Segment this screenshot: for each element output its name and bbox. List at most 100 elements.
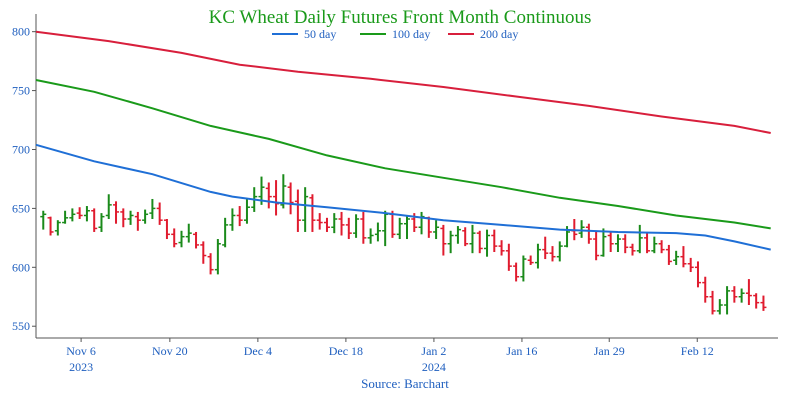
ohlc-bar <box>236 206 243 227</box>
ohlc-bar <box>658 240 665 254</box>
ohlc-bar <box>600 228 607 257</box>
ohlc-bar <box>156 202 163 225</box>
ohlc-bar <box>724 286 731 315</box>
ohlc-bar <box>127 210 134 225</box>
x-tick-year-label: 2023 <box>69 360 93 374</box>
ohlc-bar <box>491 229 498 252</box>
ohlc-bar <box>47 216 54 236</box>
ohlc-bar <box>702 276 709 303</box>
ohlc-bar <box>760 295 767 311</box>
ohlc-bar <box>287 182 294 215</box>
ohlc-bar <box>163 219 170 240</box>
ohlc-bar <box>91 208 98 232</box>
ohlc-bar <box>193 231 200 249</box>
legend-label: 50 day <box>304 27 336 41</box>
ohlc-bar <box>462 227 469 247</box>
ohlc-bar <box>687 257 694 273</box>
ohlc-bar <box>709 290 716 315</box>
y-tick-label: 650 <box>12 201 30 215</box>
ohlc-bar <box>243 198 250 224</box>
ohlc-bar <box>222 217 229 248</box>
ohlc-bar <box>200 241 207 264</box>
ohlc-bar <box>142 209 149 224</box>
ohlc-bar <box>549 246 556 262</box>
ohlc-bar <box>476 230 483 254</box>
ohlc-bar <box>593 231 600 261</box>
ohlc-bar <box>731 286 738 303</box>
ohlc-bar <box>54 220 61 236</box>
ohlc-bar <box>505 243 512 271</box>
y-tick-label: 550 <box>12 319 30 333</box>
ohlc-bar <box>214 239 221 275</box>
ohlc-bar <box>614 234 621 252</box>
ohlc-bar <box>622 234 629 254</box>
ohlc-bar <box>76 207 83 220</box>
ohlc-bar <box>585 223 592 244</box>
legend: 50 day 100 day 200 day <box>272 27 518 41</box>
ohlc-bar <box>323 217 330 232</box>
x-tick-label: Nov 6 <box>66 344 96 358</box>
ohlc-bar <box>360 211 367 244</box>
ohlc-bar <box>469 224 476 254</box>
ohlc-bar <box>447 230 454 254</box>
y-axis: 550 600 650 700 750 800 <box>12 14 37 338</box>
ohlc-bar <box>302 187 309 232</box>
x-tick-label: Jan 16 <box>506 344 537 358</box>
ohlc-bar <box>636 224 643 254</box>
ohlc-bar <box>396 217 403 240</box>
ohlc-bar <box>527 255 534 265</box>
legend-item: 100 day <box>360 27 430 41</box>
ohlc-bar <box>578 220 585 238</box>
ohlc-bar <box>309 194 316 232</box>
y-tick-label: 750 <box>12 84 30 98</box>
ohlc-bar <box>229 208 236 231</box>
x-axis: Nov 6 2023 Nov 20 Dec 4 Dec 18 Jan 2 2024 Jan 1… <box>36 337 778 374</box>
ohlc-bar <box>440 224 447 256</box>
ohlc-bar <box>345 217 352 240</box>
ohlc-bar <box>425 216 432 238</box>
x-tick-label: Jan 2 <box>421 344 446 358</box>
ohlc-bar <box>178 230 185 248</box>
legend-label: 200 day <box>480 27 518 41</box>
ohlc-bar <box>644 231 651 254</box>
ohlc-bar <box>498 240 505 256</box>
ohlc-bar <box>520 255 527 282</box>
legend-label: 100 day <box>392 27 430 41</box>
y-tick-label: 800 <box>12 25 30 39</box>
ohlc-bar <box>171 228 178 248</box>
ohlc-bar <box>484 229 491 257</box>
ohlc-bar <box>273 180 280 216</box>
ohlc-bar <box>753 293 760 309</box>
ohlc-bar <box>716 299 723 315</box>
x-tick-label: Nov 20 <box>152 344 188 358</box>
x-tick-label: Dec 4 <box>244 344 272 358</box>
series-line-100-day <box>35 79 771 230</box>
ohlc-bar <box>382 210 389 247</box>
ohlc-bar <box>534 243 541 269</box>
ohlc-bar <box>433 220 440 240</box>
y-tick-label: 600 <box>12 260 30 274</box>
ohlc-bar <box>149 198 156 220</box>
ohlc-bar <box>542 236 549 260</box>
ohlc-bar <box>265 182 272 209</box>
ohlc-bar <box>454 226 461 244</box>
ohlc-bars <box>40 174 767 315</box>
ohlc-bar <box>629 243 636 256</box>
series-line-50-day <box>35 143 771 251</box>
ohlc-bar <box>105 194 112 220</box>
ohlc-bar <box>738 288 745 303</box>
ohlc-bar <box>40 210 47 230</box>
ohlc-bar <box>331 213 338 234</box>
ohlc-bar <box>207 253 214 275</box>
x-tick-label: Dec 18 <box>329 344 363 358</box>
ohlc-bar <box>69 208 76 222</box>
source-label: Source: Barchart <box>361 376 449 391</box>
ohlc-bar <box>98 213 105 232</box>
x-tick-label: Feb 12 <box>681 344 714 358</box>
ohlc-bar <box>694 261 701 288</box>
y-tick-label: 700 <box>12 142 30 156</box>
ohlc-bar <box>680 246 687 268</box>
ohlc-bar <box>83 206 90 222</box>
ohlc-bar <box>673 250 680 265</box>
